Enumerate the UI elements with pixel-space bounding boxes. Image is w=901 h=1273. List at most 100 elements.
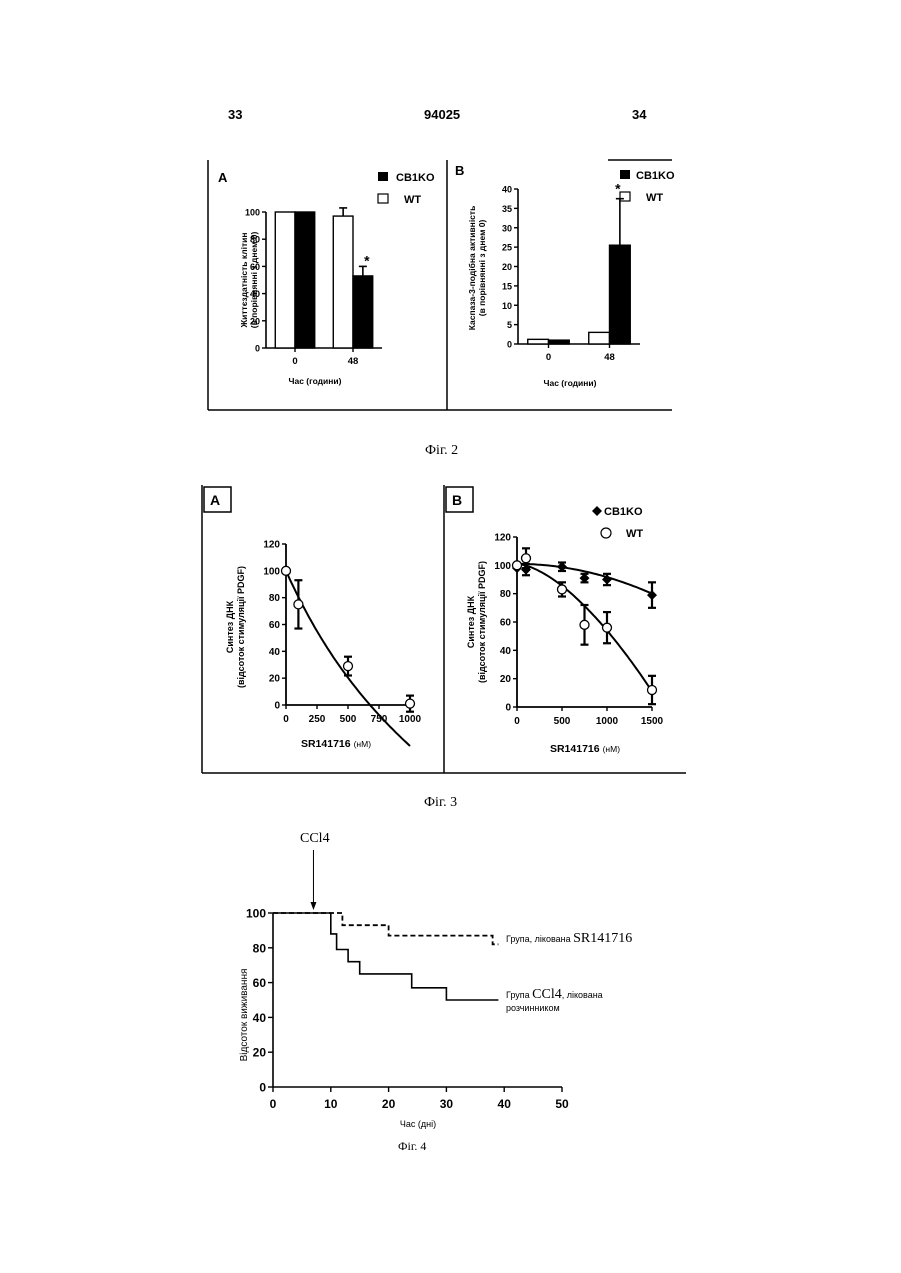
fig2B-significance-star: *: [615, 181, 621, 197]
fig2a-xlabel: Час (години): [289, 376, 342, 386]
fig2b-legend-cb1ko: CB1KO: [636, 170, 675, 182]
fig4-label-ccl4-suffix: , лікована: [562, 990, 603, 1000]
fig3a-chart: A Синтез ДНК (відсоток стимуляції PDGF) …: [210, 492, 422, 750]
fig3b-y-axis-label: Синтез ДНК (відсоток стимуляції PDGF): [466, 561, 487, 683]
fig3b-legend-diamond: [592, 506, 602, 516]
fig4-label-ccl4-prefix: Група: [506, 990, 532, 1000]
fig2B-ytick-label-4: 20: [502, 262, 512, 272]
fig3A-ytick-label-3: 60: [269, 620, 281, 631]
fig2a-chart: A Життєздатність клітин (в порівнянні з …: [218, 170, 435, 386]
fig3B-ytick-label-6: 120: [494, 533, 511, 544]
fig4-label-ccl4: Група CCl4, лікована: [506, 987, 603, 1002]
fig3B-wt-point-3: [580, 620, 589, 629]
fig3b-legend-wt: WT: [626, 528, 643, 540]
fig3b-ylabel-line2: (відсоток стимуляції PDGF): [477, 561, 487, 683]
fig3A-ytick-label-6: 120: [263, 540, 280, 551]
fig2B-bar-wt-0: [528, 339, 549, 344]
fig4-xtick-label-2: 20: [382, 1097, 396, 1111]
fig4-ytick-label-1: 20: [253, 1046, 267, 1060]
fig3B-ytick-label-1: 20: [500, 674, 512, 685]
fig2B-ytick-label-1: 5: [507, 320, 512, 330]
fig2b-legend-swatch-wt: [620, 192, 630, 201]
fig2a-legend-swatch-wt: [378, 194, 388, 203]
fig2A-bar-wt-0: [275, 212, 295, 348]
fig2b-ylabel-line1: Каспаза-3-подібна активність: [467, 206, 477, 331]
fig4-ylabel: Відсоток виживання: [239, 969, 250, 1062]
fig2A-significance-star: *: [364, 252, 370, 268]
fig3A-ytick-label-1: 20: [269, 674, 281, 685]
fig4-label-sr: Група, лікована SR141716: [506, 931, 632, 946]
fig4-label-ccl4-main: CCl4: [532, 987, 562, 1002]
fig4-xtick-label-4: 40: [498, 1097, 512, 1111]
fig3A-wt-point-0: [282, 566, 291, 575]
fig3A-ytick-label-2: 40: [269, 647, 281, 658]
fig3a-panel-label: A: [210, 492, 220, 508]
fig2A-ytick-label-5: 100: [245, 208, 260, 218]
fig4-ytick-label-0: 0: [259, 1081, 266, 1095]
fig4-ccl4-arrow-head: [310, 902, 316, 910]
fig3A-ytick-label-0: 0: [274, 701, 280, 712]
fig4-xtick-label-1: 10: [324, 1097, 338, 1111]
fig2B-xtick-label-1: 48: [604, 352, 615, 363]
fig2b-legend-wt: WT: [646, 192, 663, 204]
fig3A-wt-point-1: [294, 600, 303, 609]
fig2A-ytick-label-4: 80: [250, 235, 260, 245]
fig2A-ytick-label-2: 40: [250, 289, 260, 299]
fig4-xtick-label-0: 0: [270, 1097, 277, 1111]
fig3A-ytick-label-4: 80: [269, 593, 281, 604]
fig2a-ylabel-line1: Життєздатність клітин: [239, 232, 249, 328]
fig3a-xlabel-name: SR141716: [301, 738, 351, 750]
fig3B-wt-point-4: [603, 623, 612, 632]
fig3a-y-axis-label: Синтез ДНК (відсоток стимуляції PDGF): [225, 566, 246, 688]
fig2b-legend-swatch-cb1ko: [620, 170, 630, 179]
fig2B-bar-cb1ko-0: [549, 340, 570, 344]
fig2a-panel-label: A: [218, 170, 228, 185]
fig2B-bar-wt-1: [589, 332, 610, 344]
fig4-xtick-label-3: 30: [440, 1097, 454, 1111]
fig2b-chart: B Каспаза-3-подібна активність (в порівн…: [455, 163, 675, 388]
fig4-label-sr-prefix: Група, лікована: [506, 934, 573, 944]
fig3A-wt-point-3: [406, 699, 415, 708]
fig3a-ylabel-line1: Синтез ДНК: [225, 600, 235, 653]
fig4-ytick-label-2: 40: [253, 1011, 267, 1025]
fig2a-y-axis-label: Життєздатність клітин (в порівнянні з дн…: [239, 232, 259, 329]
fig2A-bar-cb1ko-1: [353, 276, 373, 348]
fig4-caption: Фіг. 4: [398, 1139, 426, 1154]
fig4-arrow-label: CCl4: [300, 831, 330, 846]
fig3b-xlabel-name: SR141716: [550, 743, 600, 755]
fig3A-ytick-label-5: 100: [263, 566, 280, 577]
fig2A-xtick-label-1: 48: [348, 356, 359, 367]
fig4-chart: CCl4 Відсоток виживання Час (дні) Група,…: [239, 831, 632, 1129]
fig3B-xtick-label-0: 0: [514, 716, 520, 727]
fig3B-ytick-label-3: 60: [500, 618, 512, 629]
fig4-ytick-label-4: 80: [253, 941, 267, 955]
fig2A-bar-wt-1: [333, 216, 353, 348]
fig3A-xtick-label-1: 250: [309, 714, 326, 725]
fig3b-chart: B Синтез ДНК (відсоток стимуляції PDGF) …: [452, 492, 664, 755]
fig3b-ylabel-line1: Синтез ДНК: [466, 595, 476, 648]
fig3B-wt-point-0: [513, 561, 522, 570]
fig3B-xtick-label-1: 500: [554, 716, 571, 727]
fig2B-ytick-label-0: 0: [507, 340, 512, 350]
fig4-line-sr141716: [273, 913, 498, 944]
fig3b-xlabel-unit: (нМ): [603, 744, 621, 754]
fig3A-xtick-label-4: 1000: [399, 714, 422, 725]
fig3B-ytick-label-0: 0: [505, 703, 511, 714]
fig4-xlabel: Час (дні): [400, 1119, 436, 1129]
fig2B-bar-cb1ko-1: [610, 245, 631, 344]
fig2a-ylabel-line2: (в порівнянні з днем 0): [249, 232, 259, 329]
fig2B-ytick-label-6: 30: [502, 223, 512, 233]
fig2B-ytick-label-2: 10: [502, 301, 512, 311]
fig2b-y-axis-label: Каспаза-3-подібна активність (в порівнян…: [467, 206, 487, 331]
fig2B-ytick-label-3: 15: [502, 281, 512, 291]
fig2b-panel-label: B: [455, 163, 464, 178]
fig3B-ytick-label-4: 80: [500, 589, 512, 600]
fig2a-legend-cb1ko: CB1KO: [396, 172, 435, 184]
fig2B-xtick-label-0: 0: [546, 352, 551, 363]
fig2A-ytick-label-1: 20: [250, 316, 260, 326]
fig3b-xlabel: SR141716(нМ): [550, 743, 620, 755]
fig3b-legend-circle: [601, 528, 611, 538]
fig3A-xtick-label-0: 0: [283, 714, 289, 725]
fig3B-wt-point-2: [558, 585, 567, 594]
fig3A-wt-point-2: [344, 662, 353, 671]
